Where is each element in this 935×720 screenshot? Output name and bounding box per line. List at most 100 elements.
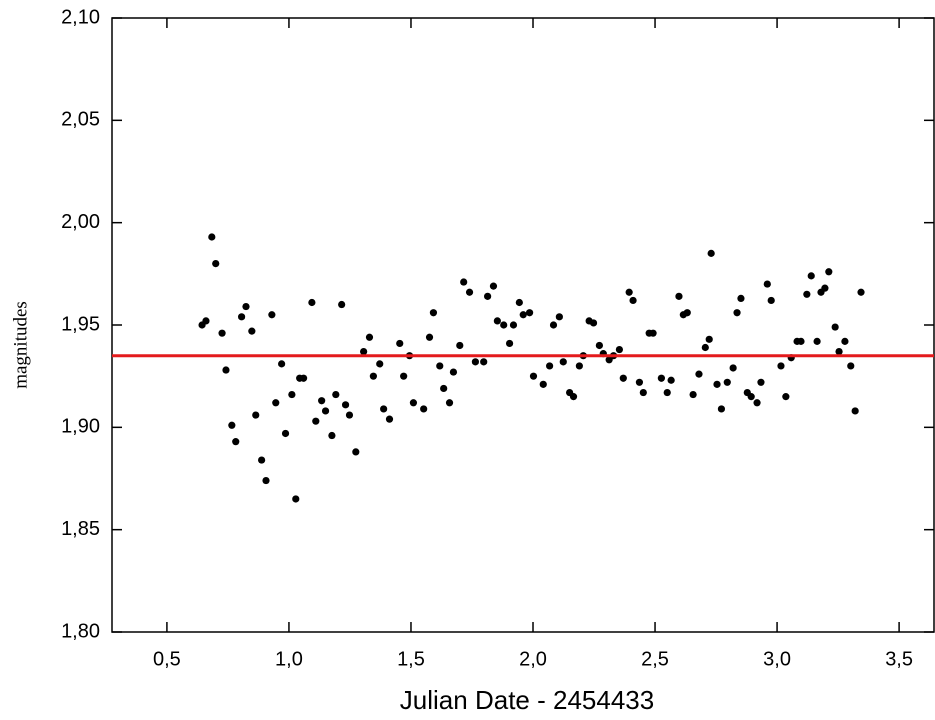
- data-point: [484, 292, 492, 300]
- data-point: [707, 249, 715, 257]
- data-point: [529, 372, 538, 380]
- data-point: [456, 341, 464, 350]
- data-point: [777, 362, 785, 370]
- data-point: [841, 337, 849, 345]
- data-point: [341, 401, 350, 409]
- data-point: [400, 372, 408, 380]
- data-point: [272, 399, 280, 407]
- data-point: [657, 374, 665, 382]
- data-point: [493, 317, 501, 325]
- y-tick-label: 1,95: [61, 313, 100, 335]
- data-point: [763, 280, 771, 288]
- data-point: [332, 390, 340, 399]
- data-point: [835, 348, 843, 356]
- data-point: [445, 399, 454, 407]
- data-point: [429, 309, 438, 317]
- x-tick-label: 3,0: [763, 648, 791, 670]
- data-point: [440, 384, 448, 393]
- data-point: [222, 366, 230, 374]
- data-point: [629, 296, 637, 305]
- data-point: [281, 429, 290, 438]
- x-tick-label: 0,5: [153, 648, 181, 670]
- x-tick-label: 3,5: [885, 648, 913, 670]
- data-point: [396, 339, 404, 348]
- data-point: [232, 438, 240, 446]
- data-point: [242, 302, 250, 311]
- x-tick-label: 2,0: [519, 648, 547, 670]
- data-point: [308, 298, 316, 307]
- data-point: [262, 476, 270, 485]
- data-point: [737, 294, 745, 302]
- data-point: [639, 388, 647, 397]
- data-point: [663, 388, 671, 397]
- data-point: [539, 380, 547, 388]
- data-point: [258, 456, 266, 464]
- data-point: [338, 300, 346, 309]
- x-tick-label: 1,5: [397, 648, 425, 670]
- data-point: [723, 378, 731, 386]
- data-point: [365, 333, 374, 341]
- data-point: [252, 411, 260, 419]
- data-point: [525, 309, 534, 317]
- data-point: [292, 495, 300, 503]
- data-point: [425, 333, 434, 341]
- data-point: [857, 288, 865, 296]
- data-point: [449, 368, 458, 376]
- data-point: [268, 311, 276, 319]
- data-point: [202, 317, 210, 325]
- data-point: [318, 397, 326, 405]
- y-tick-label: 1,90: [61, 416, 100, 438]
- data-point: [821, 284, 829, 292]
- y-tick-label: 1,80: [61, 620, 100, 642]
- data-point: [420, 405, 428, 413]
- data-point: [717, 405, 726, 413]
- data-point: [218, 329, 226, 337]
- data-point: [747, 393, 755, 401]
- data-point: [369, 372, 377, 380]
- data-point: [237, 313, 246, 321]
- data-point: [489, 282, 498, 290]
- data-point: [757, 378, 765, 386]
- data-point: [615, 345, 624, 354]
- data-point: [248, 327, 256, 335]
- data-point: [360, 348, 368, 356]
- x-axis-label: Julian Date - 2454433: [400, 685, 654, 715]
- data-point: [376, 360, 384, 368]
- data-point: [385, 415, 394, 423]
- data-point: [847, 362, 855, 370]
- data-point: [278, 360, 286, 368]
- data-point: [436, 362, 444, 370]
- data-point: [228, 421, 236, 429]
- data-point: [782, 393, 790, 401]
- data-point: [575, 362, 583, 370]
- data-point: [299, 374, 308, 382]
- y-axis-label: magnitudes: [10, 301, 31, 389]
- data-point: [807, 272, 815, 280]
- data-point: [208, 233, 216, 241]
- plot-frame: [111, 17, 935, 633]
- data-point: [729, 364, 737, 372]
- data-point: [701, 343, 709, 352]
- data-point: [695, 370, 703, 378]
- data-point: [635, 378, 644, 386]
- data-point: [619, 374, 627, 382]
- data-point: [500, 321, 508, 329]
- data-point: [515, 298, 523, 307]
- data-point: [589, 319, 598, 327]
- data-point: [595, 341, 603, 350]
- data-point: [797, 337, 805, 345]
- data-point: [689, 390, 697, 399]
- data-point: [546, 362, 554, 370]
- data-point: [813, 337, 821, 345]
- x-tick-label: 2,5: [641, 648, 669, 670]
- data-point: [559, 358, 567, 366]
- data-point: [831, 323, 839, 331]
- y-tick-label: 2,05: [61, 109, 100, 131]
- data-point: [312, 417, 320, 425]
- data-point: [705, 335, 713, 343]
- data-point: [803, 290, 811, 298]
- data-point: [569, 393, 578, 401]
- data-point: [519, 311, 527, 319]
- data-point: [409, 399, 418, 407]
